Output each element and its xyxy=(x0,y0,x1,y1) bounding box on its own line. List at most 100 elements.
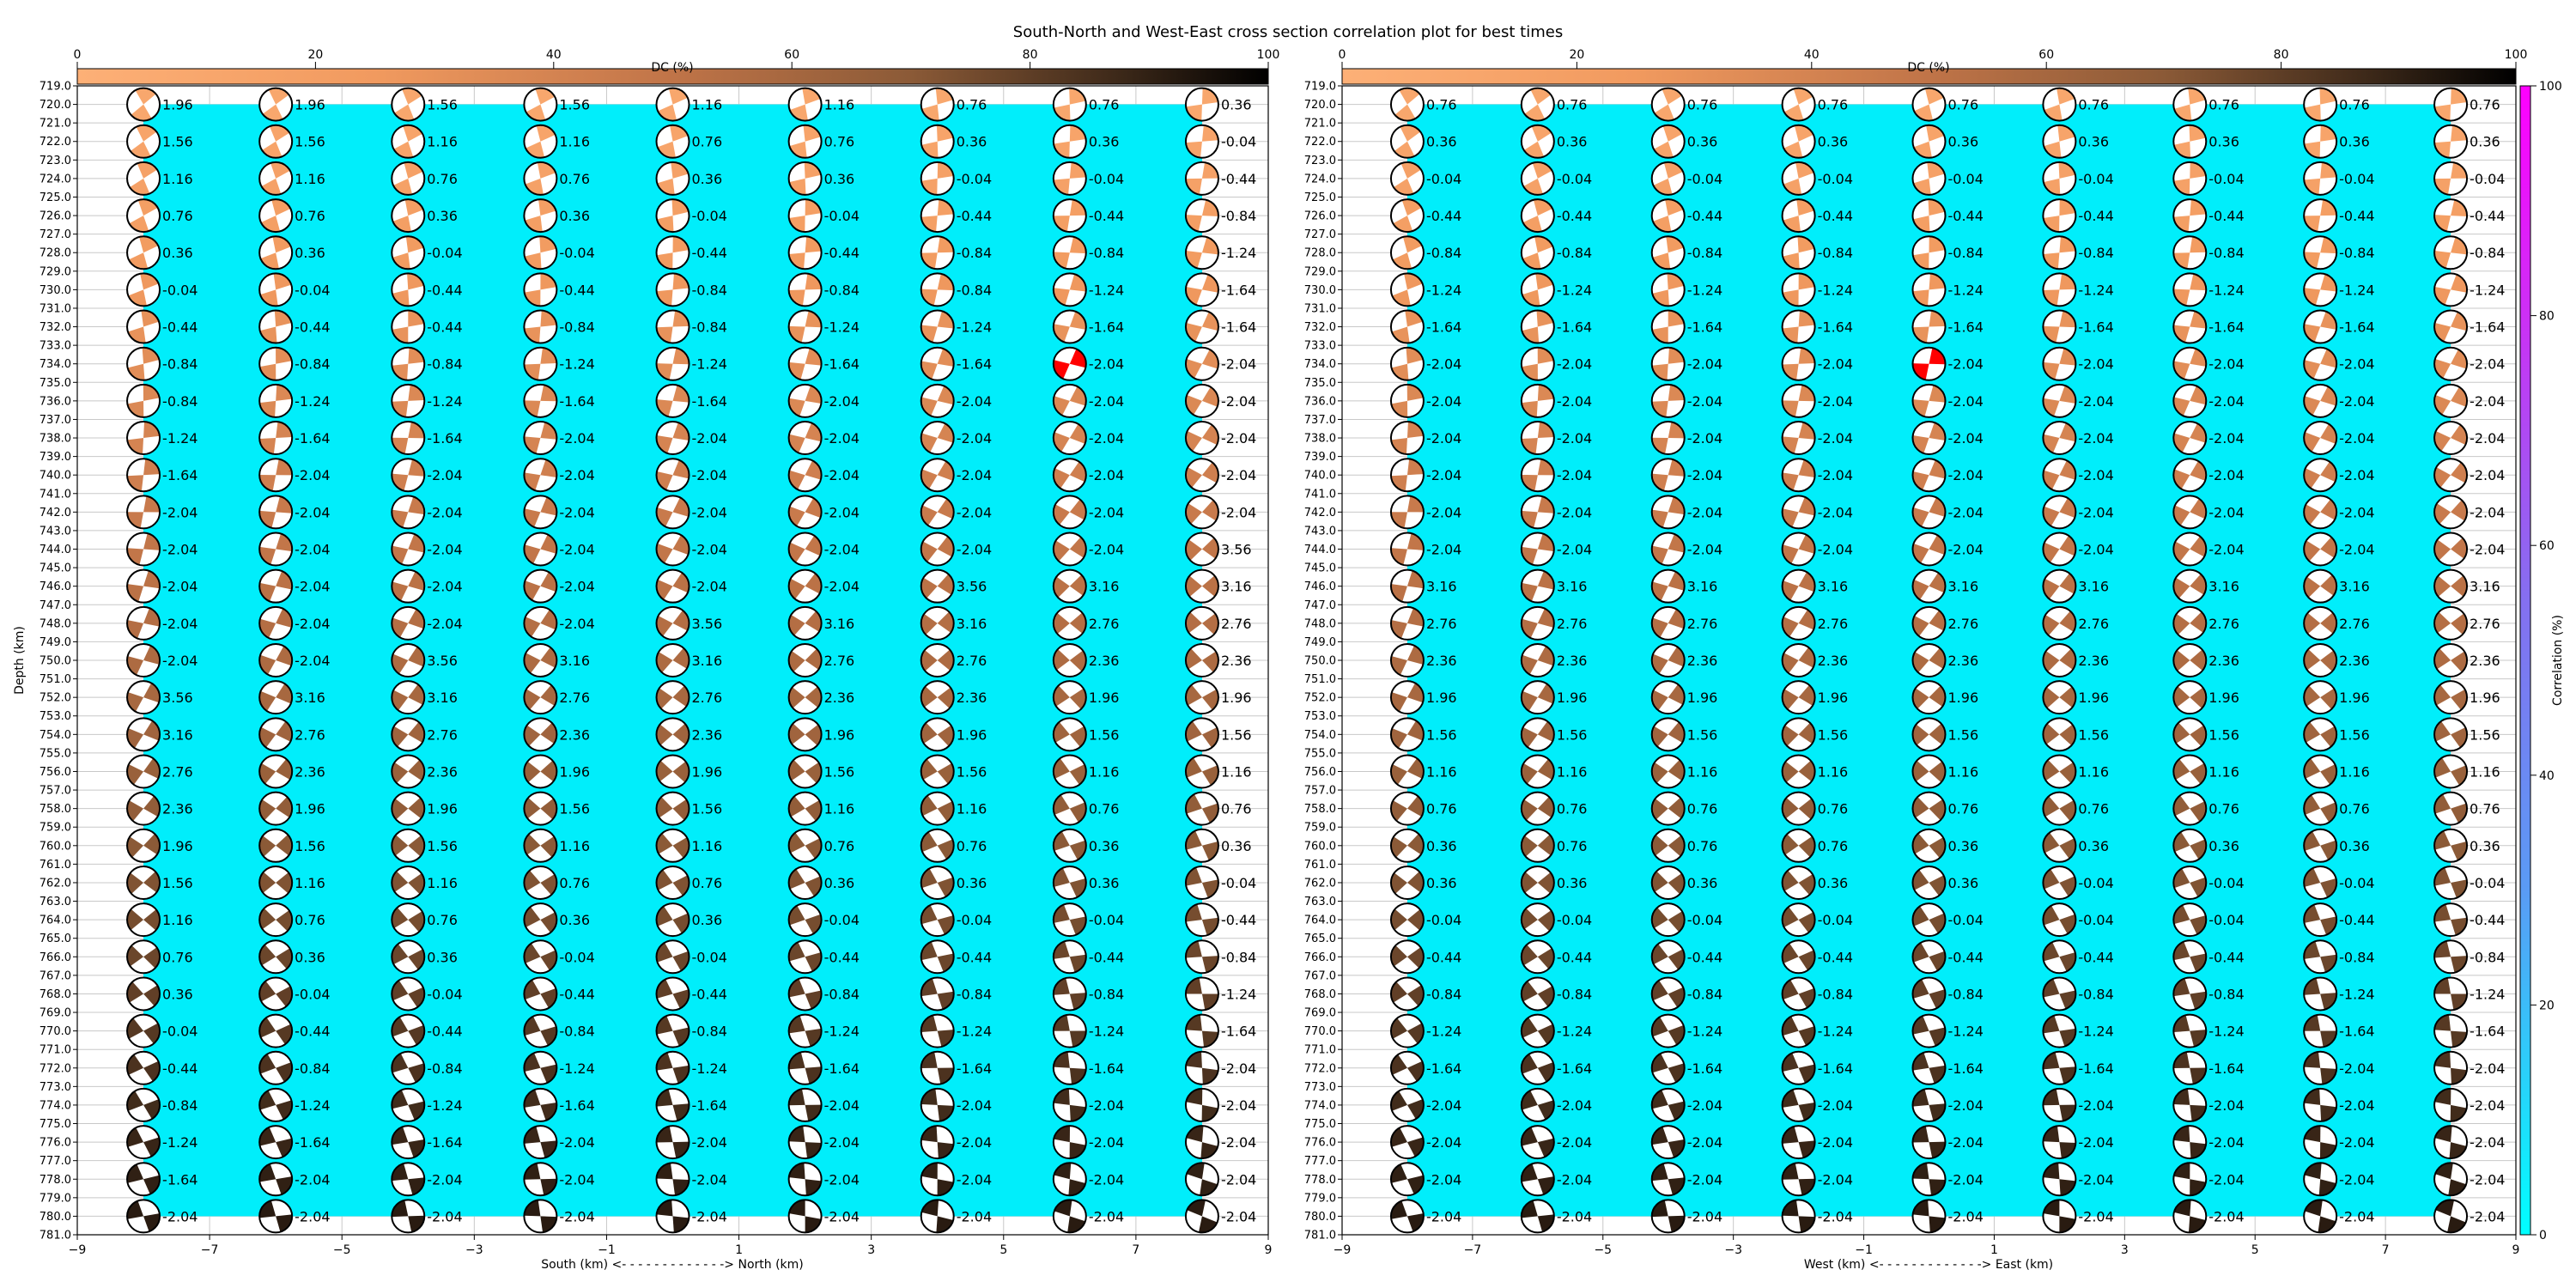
time-label: 2.76 xyxy=(1818,616,1849,632)
time-label: 1.96 xyxy=(2339,690,2370,706)
time-label: -2.04 xyxy=(295,1208,330,1224)
y-tick-label: 733.0 xyxy=(1304,340,1336,353)
beachball-quadrant xyxy=(2173,978,2190,997)
y-tick-label: 759.0 xyxy=(1304,822,1336,835)
beachball-outline xyxy=(1781,383,1816,418)
beachball-quadrant xyxy=(540,798,557,820)
beachball-quadrant xyxy=(392,980,409,1001)
beachball-outline xyxy=(1389,458,1425,493)
beachball-quadrant xyxy=(1668,835,1685,857)
beachball-outline xyxy=(1781,532,1816,567)
beachball-quadrant xyxy=(656,580,673,600)
beachball-marker xyxy=(1520,495,1555,530)
beachball-quadrant xyxy=(2434,431,2451,452)
beachball-outline xyxy=(523,754,558,789)
time-label: -2.04 xyxy=(1221,1134,1256,1151)
beachball-quadrant xyxy=(805,648,822,670)
y-tick-label: 735.0 xyxy=(1304,377,1336,390)
beachball-quadrant xyxy=(805,686,822,708)
y-tick-label: 781.0 xyxy=(1304,1230,1336,1242)
beachball-outline xyxy=(1781,1087,1816,1122)
beachball-quadrant xyxy=(143,909,161,931)
time-label: -0.84 xyxy=(1221,949,1256,965)
time-label: 3.16 xyxy=(2339,579,2370,595)
beachball-marker xyxy=(920,495,955,530)
beachball-marker xyxy=(258,1199,294,1234)
time-label: -2.04 xyxy=(427,1208,462,1224)
beachball-marker xyxy=(2042,791,2077,826)
beachball-outline xyxy=(1650,1013,1686,1048)
beachball-outline xyxy=(523,161,558,196)
beachball-quadrant xyxy=(143,796,161,817)
time-label: -2.04 xyxy=(1089,356,1124,373)
beachball-marker xyxy=(523,235,558,270)
time-label: -2.04 xyxy=(559,1171,594,1188)
beachball-quadrant xyxy=(1391,326,1410,343)
beachball-outline xyxy=(1781,643,1816,677)
time-label: 0.76 xyxy=(295,208,325,224)
beachball-quadrant xyxy=(788,687,805,708)
beachball-quadrant xyxy=(2059,1028,2076,1047)
correlation-colorbar-tick-label: 60 xyxy=(2539,539,2555,553)
beachball-quadrant xyxy=(920,469,938,489)
beachball-quadrant xyxy=(1521,1163,1538,1182)
time-label: 1.56 xyxy=(2078,726,2109,743)
beachball-outline xyxy=(1650,568,1686,604)
beachball-outline xyxy=(1650,161,1686,196)
beachball-quadrant xyxy=(2043,252,2060,270)
time-label: -1.24 xyxy=(2339,986,2374,1002)
beachball-outline xyxy=(920,605,955,641)
beachball-outline xyxy=(1781,346,1816,381)
beachball-quadrant xyxy=(920,361,938,380)
beachball-outline xyxy=(126,309,161,344)
beachball-marker xyxy=(1389,976,1425,1012)
beachball-marker xyxy=(1184,87,1219,122)
time-label: -1.64 xyxy=(2339,1024,2374,1040)
beachball-outline xyxy=(1650,1125,1686,1160)
beachball-marker xyxy=(655,272,690,307)
beachball-outline xyxy=(1781,865,1816,900)
beachball-marker xyxy=(2042,161,2077,196)
beachball-outline xyxy=(2433,902,2469,938)
y-tick-label: 769.0 xyxy=(39,1007,71,1020)
time-label: 0.36 xyxy=(1089,875,1120,891)
beachball-marker xyxy=(523,495,558,530)
beachball-marker xyxy=(1184,605,1219,641)
beachball-marker xyxy=(655,161,690,196)
time-label: 0.76 xyxy=(957,97,987,113)
beachball-quadrant xyxy=(1521,474,1538,491)
time-label: -0.44 xyxy=(2470,912,2505,928)
beachball-outline xyxy=(2303,309,2338,344)
time-label: -0.04 xyxy=(2078,875,2113,891)
beachball-outline xyxy=(2433,272,2469,307)
beachball-quadrant xyxy=(2043,1200,2060,1217)
y-tick-label: 772.0 xyxy=(1304,1062,1336,1075)
beachball-marker xyxy=(2172,680,2208,715)
y-tick-label: 768.0 xyxy=(39,988,71,1001)
beachball-outline xyxy=(1650,309,1686,344)
beachball-outline xyxy=(2042,1013,2077,1048)
time-label: -2.04 xyxy=(295,504,330,520)
beachball-quadrant xyxy=(2190,839,2207,860)
beachball-marker xyxy=(1650,976,1686,1012)
beachball-quadrant xyxy=(2059,648,2076,670)
beachball-marker xyxy=(2042,680,2077,715)
beachball-outline xyxy=(920,680,955,715)
beachball-quadrant xyxy=(920,722,938,744)
x-tick-label: 3 xyxy=(2121,1243,2129,1257)
beachball-marker xyxy=(126,161,161,196)
beachball-marker xyxy=(787,680,823,715)
beachball-outline xyxy=(2303,1087,2338,1122)
beachball-quadrant xyxy=(1651,871,1668,892)
beachball-marker xyxy=(1184,495,1219,530)
beachball-outline xyxy=(391,939,426,975)
time-label: -2.04 xyxy=(559,504,594,520)
beachball-quadrant xyxy=(2434,611,2451,634)
beachball-quadrant xyxy=(672,572,690,593)
y-tick-label: 719.0 xyxy=(39,81,71,94)
beachball-marker xyxy=(523,458,558,493)
beachball-quadrant xyxy=(524,580,541,601)
beachball-quadrant xyxy=(2304,941,2321,959)
beachball-quadrant xyxy=(2304,216,2321,232)
beachball-marker xyxy=(787,495,823,530)
